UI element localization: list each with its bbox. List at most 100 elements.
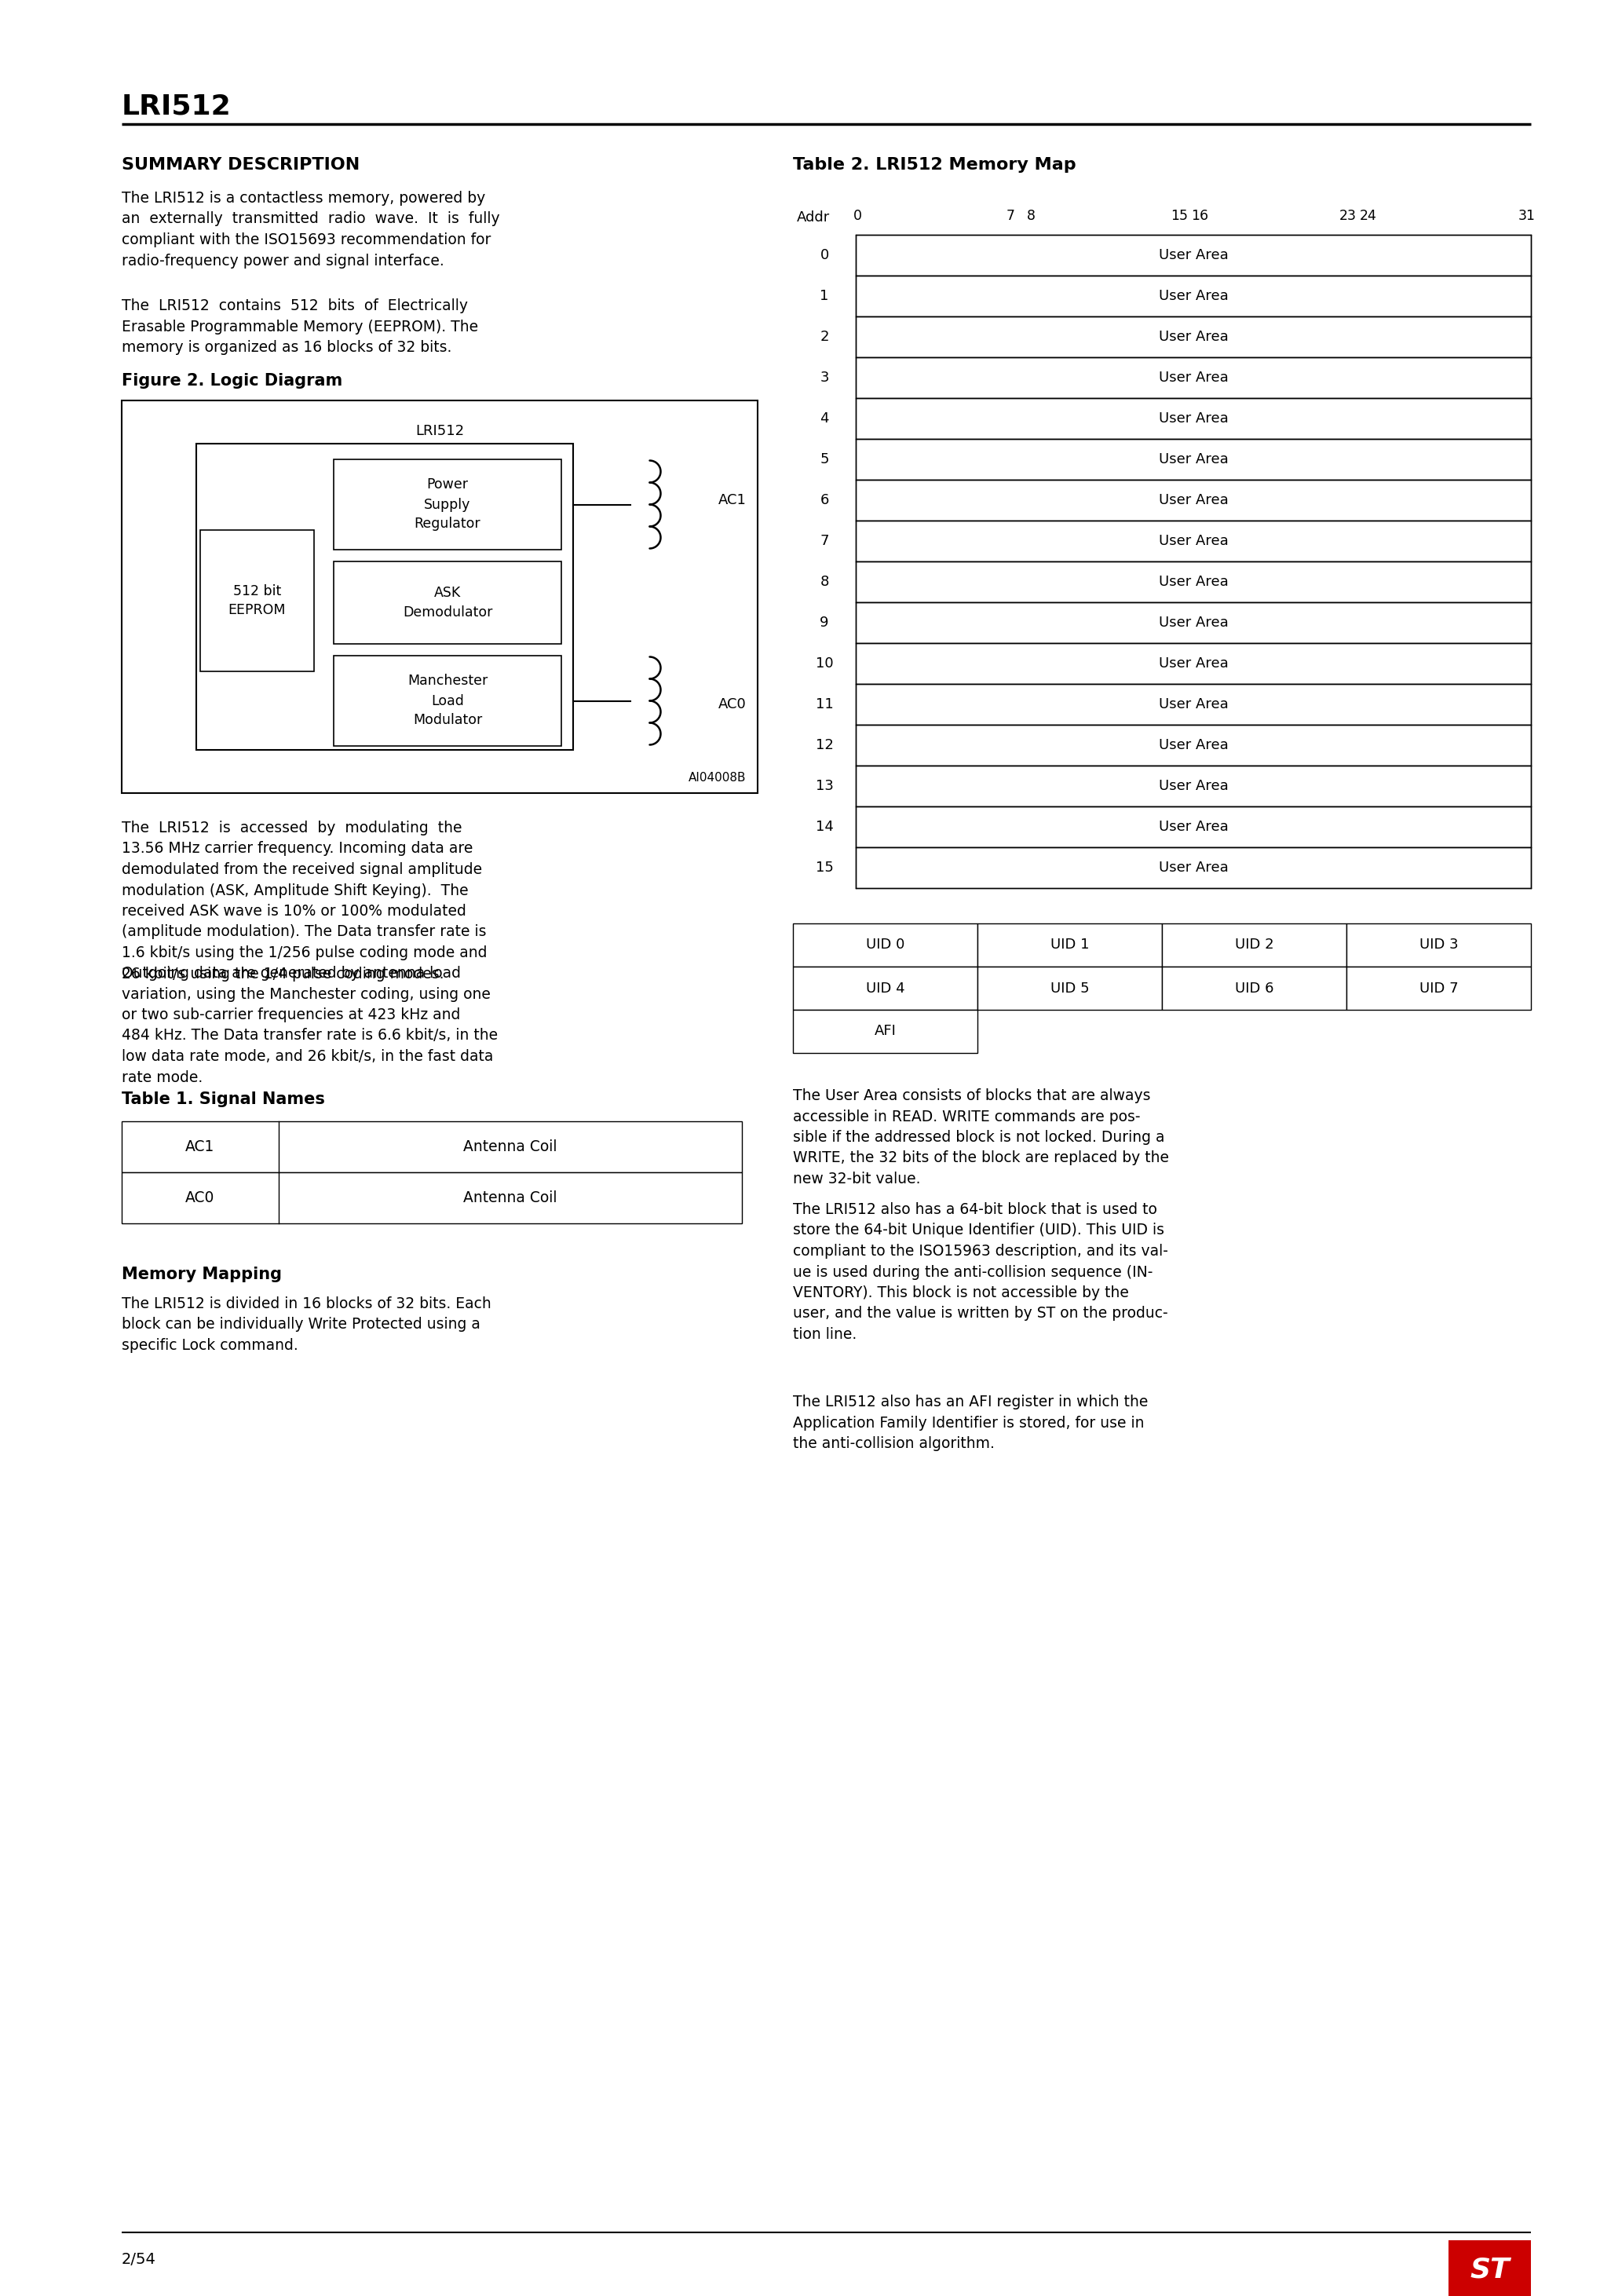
Text: Antenna Coil: Antenna Coil [464, 1139, 558, 1155]
Text: 9: 9 [819, 615, 829, 629]
Text: User Area: User Area [1158, 778, 1228, 792]
Text: 4: 4 [819, 411, 829, 425]
Text: User Area: User Area [1158, 615, 1228, 629]
Bar [978, 923, 1161, 967]
Bar [856, 726, 1531, 765]
Text: Memory Mapping: Memory Mapping [122, 1267, 282, 1281]
Bar [856, 521, 1531, 563]
Text: SUMMARY DESCRIPTION: SUMMARY DESCRIPTION [122, 156, 360, 172]
Text: 512 bit
EEPROM: 512 bit EEPROM [229, 583, 285, 618]
Text: User Area: User Area [1158, 820, 1228, 833]
Text: 15: 15 [1171, 209, 1187, 223]
Text: Figure 2. Logic Diagram: Figure 2. Logic Diagram [122, 372, 342, 388]
Text: User Area: User Area [1158, 698, 1228, 712]
Bar [122, 400, 757, 792]
Text: The LRI512 is divided in 16 blocks of 32 bits. Each
block can be individually Wr: The LRI512 is divided in 16 blocks of 32… [122, 1297, 491, 1352]
Text: 3: 3 [819, 370, 829, 386]
Bar [856, 563, 1531, 602]
Text: 0: 0 [853, 209, 861, 223]
Bar [856, 439, 1531, 480]
Text: User Area: User Area [1158, 535, 1228, 549]
Text: UID 6: UID 6 [1234, 980, 1273, 994]
Text: Manchester
Load
Modulator: Manchester Load Modulator [407, 675, 488, 728]
Text: The  LRI512  is  accessed  by  modulating  the
13.56 MHz carrier frequency. Inco: The LRI512 is accessed by modulating the… [122, 820, 487, 980]
Bar [856, 480, 1531, 521]
Bar [334, 459, 561, 549]
Text: 14: 14 [816, 820, 834, 833]
Text: 23: 23 [1340, 209, 1356, 223]
Text: AC0: AC0 [185, 1189, 214, 1205]
Bar [856, 806, 1531, 847]
Text: 6: 6 [819, 494, 829, 507]
Text: UID 4: UID 4 [866, 980, 905, 994]
Bar [1161, 923, 1346, 967]
Text: Table 2. LRI512 Memory Map: Table 2. LRI512 Memory Map [793, 156, 1075, 172]
Bar [856, 358, 1531, 397]
Bar [856, 276, 1531, 317]
Text: 5: 5 [819, 452, 829, 466]
Text: AC0: AC0 [719, 698, 746, 712]
Text: The LRI512 also has a 64-bit block that is used to
store the 64-bit Unique Ident: The LRI512 also has a 64-bit block that … [793, 1203, 1168, 1341]
Text: The LRI512 also has an AFI register in which the
Application Family Identifier i: The LRI512 also has an AFI register in w… [793, 1394, 1148, 1451]
Bar [856, 643, 1531, 684]
Bar [196, 443, 573, 751]
Bar [1448, 2241, 1531, 2296]
Bar [856, 397, 1531, 439]
Bar [1161, 967, 1346, 1010]
Text: 8: 8 [1027, 209, 1035, 223]
Text: User Area: User Area [1158, 248, 1228, 262]
Bar [122, 1173, 741, 1224]
Text: 12: 12 [816, 737, 834, 753]
Bar [793, 967, 978, 1010]
Text: AC1: AC1 [719, 494, 746, 507]
Text: 16: 16 [1191, 209, 1208, 223]
Text: UID 0: UID 0 [866, 939, 905, 953]
Text: User Area: User Area [1158, 737, 1228, 753]
Bar [856, 765, 1531, 806]
Bar [1346, 967, 1531, 1010]
Text: The  LRI512  contains  512  bits  of  Electrically
Erasable Programmable Memory : The LRI512 contains 512 bits of Electric… [122, 298, 478, 356]
Bar [334, 657, 561, 746]
Bar [978, 967, 1161, 1010]
Text: ST: ST [1470, 2257, 1510, 2282]
Text: 31: 31 [1518, 209, 1536, 223]
Text: Table 1. Signal Names: Table 1. Signal Names [122, 1091, 324, 1107]
Text: UID 2: UID 2 [1234, 939, 1273, 953]
Bar [122, 1120, 741, 1173]
Text: ASK
Demodulator: ASK Demodulator [402, 585, 493, 620]
Text: User Area: User Area [1158, 494, 1228, 507]
Bar [200, 530, 315, 670]
Bar [856, 684, 1531, 726]
Text: UID 1: UID 1 [1051, 939, 1088, 953]
Text: Outgoing data are generated by antenna load
variation, using the Manchester codi: Outgoing data are generated by antenna l… [122, 967, 498, 1084]
Bar [856, 234, 1531, 276]
Text: User Area: User Area [1158, 574, 1228, 588]
Text: 10: 10 [816, 657, 834, 670]
Bar [334, 563, 561, 643]
Text: The User Area consists of blocks that are always
accessible in READ. WRITE comma: The User Area consists of blocks that ar… [793, 1088, 1169, 1187]
Text: 2/54: 2/54 [122, 2252, 156, 2266]
Text: UID 7: UID 7 [1419, 980, 1458, 994]
Text: User Area: User Area [1158, 657, 1228, 670]
Text: User Area: User Area [1158, 452, 1228, 466]
Text: 1: 1 [819, 289, 829, 303]
Text: AFI: AFI [874, 1024, 895, 1038]
Text: LRI512: LRI512 [415, 425, 464, 439]
Text: 13: 13 [816, 778, 834, 792]
Text: 0: 0 [821, 248, 829, 262]
Text: Addr: Addr [796, 211, 830, 225]
Text: UID 3: UID 3 [1419, 939, 1458, 953]
Text: 8: 8 [819, 574, 829, 588]
Text: LRI512: LRI512 [122, 92, 232, 119]
Text: User Area: User Area [1158, 289, 1228, 303]
Text: 7: 7 [1006, 209, 1015, 223]
Text: Antenna Coil: Antenna Coil [464, 1189, 558, 1205]
Text: Power
Supply
Regulator: Power Supply Regulator [414, 478, 480, 530]
Text: AC1: AC1 [185, 1139, 214, 1155]
Text: User Area: User Area [1158, 370, 1228, 386]
Bar [793, 923, 978, 967]
Text: 11: 11 [816, 698, 834, 712]
Bar [856, 317, 1531, 358]
Text: UID 5: UID 5 [1049, 980, 1088, 994]
Text: AI04008B: AI04008B [688, 771, 746, 783]
